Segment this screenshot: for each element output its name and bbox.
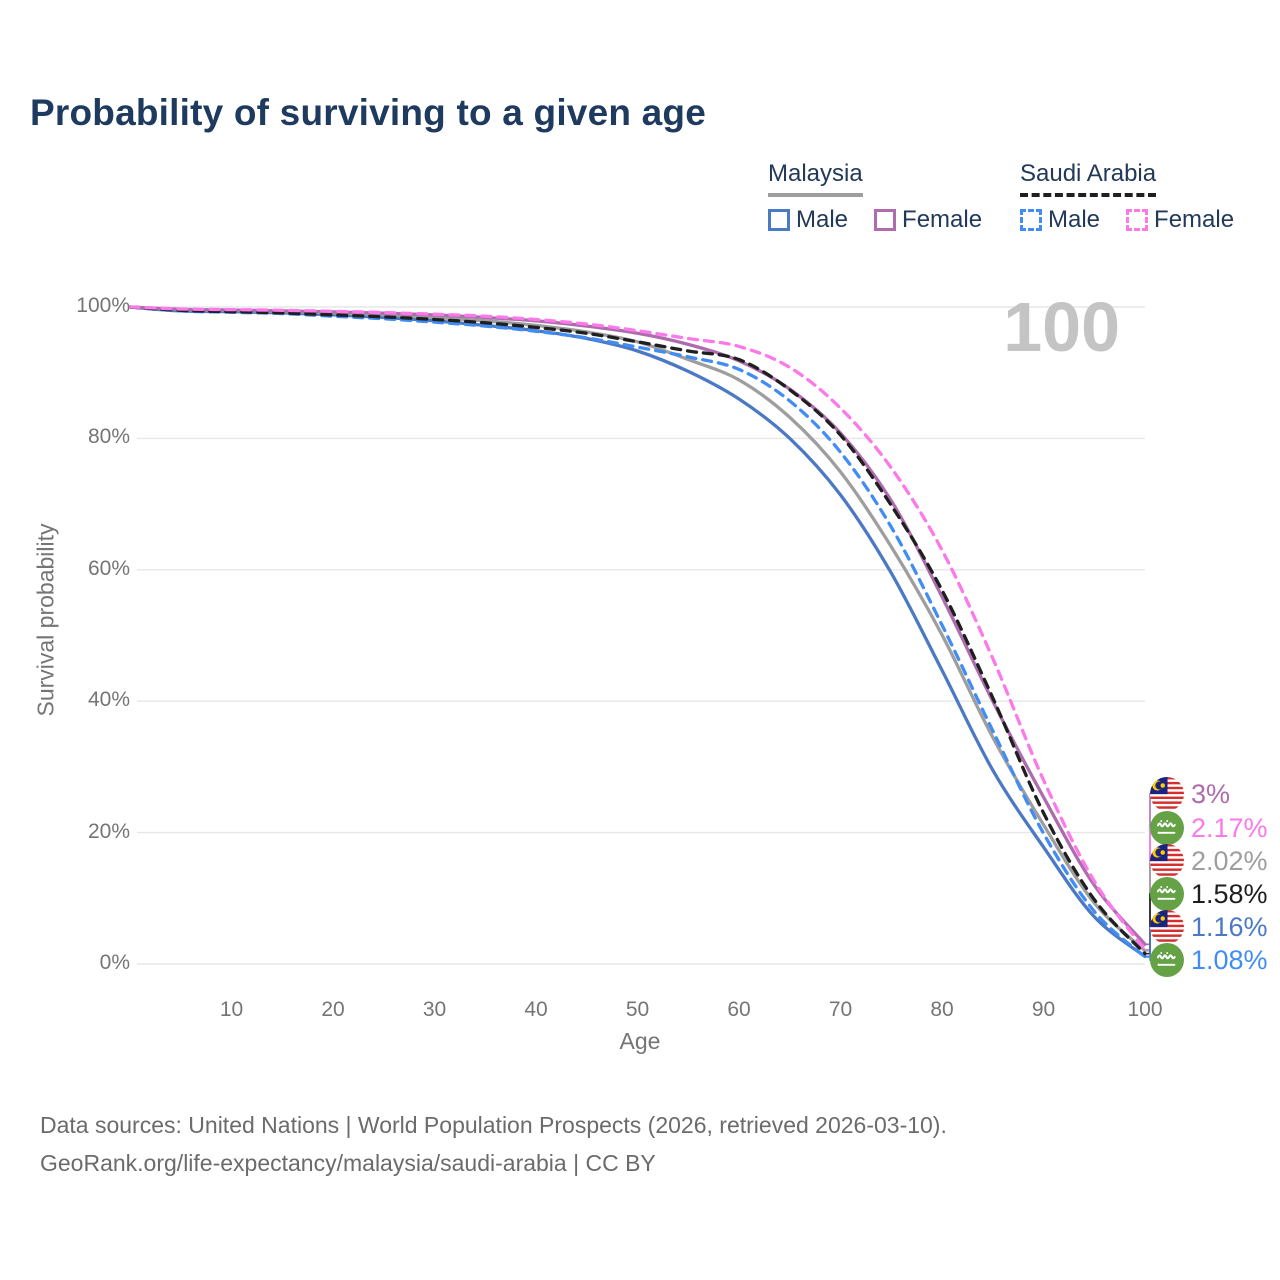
end-value-label: 3% (1191, 778, 1231, 809)
end-label-row: 1.58% (1150, 877, 1268, 911)
age-watermark: 100 (1003, 288, 1120, 366)
x-tick-label: 100 (1127, 998, 1163, 1021)
malaysia-male-swatch-icon (768, 209, 790, 231)
malaysia-flag-icon (1150, 777, 1184, 811)
legend-item-malaysia-female[interactable]: Female (874, 206, 982, 234)
malaysia-flag-icon (1150, 844, 1184, 878)
survival-curve-malaysia-both-sexes (128, 305, 1147, 953)
y-tick-label: 80% (87, 425, 130, 449)
legend-item-label: Male (1048, 206, 1101, 233)
end-value-label: 2.17% (1191, 812, 1268, 843)
end-value-label: 2.02% (1191, 845, 1268, 876)
malaysia-flag-icon (1150, 910, 1184, 944)
saudi-arabia-flag-icon (1150, 811, 1184, 845)
x-tick-label: 40 (524, 998, 548, 1021)
legend-group-saudi-arabia: Saudi Arabia Male Female (1020, 160, 1234, 234)
x-tick-label: 10 (219, 998, 244, 1021)
end-value-label: 1.08% (1191, 944, 1268, 975)
end-value-label: 1.58% (1191, 878, 1268, 909)
saudi-arabia-flag-icon (1150, 877, 1184, 911)
saudi-male-swatch-icon (1020, 209, 1042, 231)
legend-item-label: Female (1154, 206, 1235, 233)
legend-item-label: Male (796, 206, 849, 233)
end-label-row: 2.02% (1150, 844, 1268, 878)
legend-item-malaysia-male[interactable]: Male (768, 206, 848, 234)
y-tick-label: 0% (99, 951, 130, 974)
y-tick-label: 60% (87, 556, 130, 580)
x-tick-label: 70 (828, 998, 853, 1021)
end-label-row: 1.08% (1150, 943, 1268, 977)
x-axis-title: Age (619, 1028, 661, 1054)
survival-curve-saudi-arabia-male (128, 305, 1147, 959)
attribution-line: GeoRank.org/life-expectancy/malaysia/sau… (40, 1150, 656, 1176)
survival-curve-saudi-arabia-both-sexes (128, 305, 1147, 956)
legend-item-label: Female (902, 206, 983, 233)
legend-country-saudi-arabia: Saudi Arabia (1020, 160, 1157, 197)
legend-country-malaysia: Malaysia (768, 160, 863, 197)
page-title: Probability of surviving to a given age (30, 92, 706, 133)
data-sources-line: Data sources: United Nations | World Pop… (40, 1112, 947, 1138)
legend-item-saudi-male[interactable]: Male (1020, 206, 1100, 234)
survival-curve-saudi-arabia-female (128, 305, 1147, 952)
footer: Data sources: United Nations | World Pop… (40, 1106, 947, 1182)
survival-curve-malaysia-female (128, 305, 1147, 946)
x-tick-label: 20 (321, 998, 345, 1021)
end-label-row: 1.16% (1150, 910, 1268, 944)
legend-group-malaysia: Malaysia Male Female (768, 160, 982, 234)
saudi-arabia-flag-icon (1150, 943, 1184, 977)
saudi-female-swatch-icon (1126, 209, 1149, 231)
end-value-label: 1.16% (1191, 911, 1268, 942)
malaysia-female-swatch-icon (874, 209, 897, 231)
end-label-row: 3% (1150, 777, 1230, 811)
x-tick-label: 30 (422, 998, 447, 1021)
y-tick-label: 20% (87, 819, 130, 843)
x-tick-label: 90 (1031, 998, 1056, 1021)
x-tick-label: 50 (625, 998, 650, 1021)
x-tick-label: 60 (727, 998, 751, 1021)
legend-item-saudi-female[interactable]: Female (1126, 206, 1234, 234)
y-tick-label: 40% (87, 688, 130, 712)
x-tick-label: 80 (930, 998, 954, 1021)
survival-curve-malaysia-male (128, 305, 1147, 959)
end-label-row: 2.17% (1150, 811, 1268, 845)
y-tick-label: 100% (76, 294, 130, 317)
